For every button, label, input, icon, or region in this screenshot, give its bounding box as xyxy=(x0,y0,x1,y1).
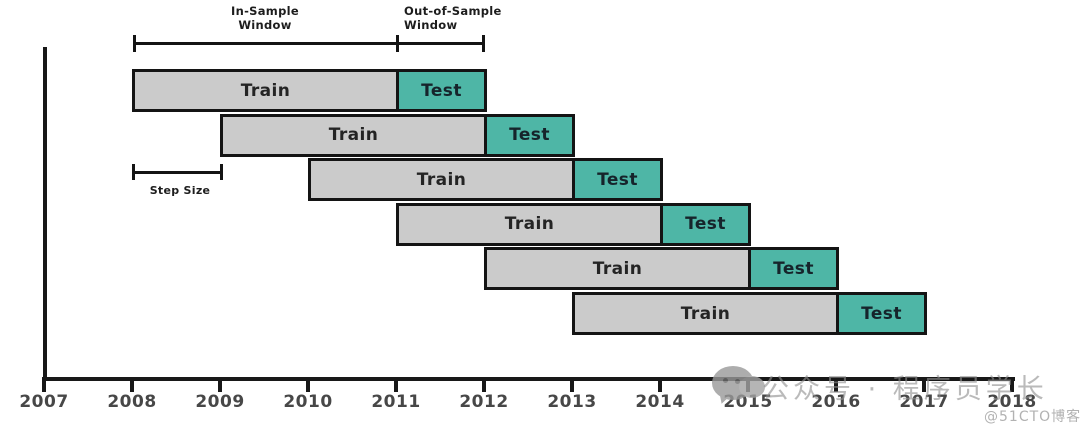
year-tick xyxy=(218,377,222,392)
year-label: 2014 xyxy=(635,392,685,412)
year-tick xyxy=(834,377,838,392)
train-bar-label: Train xyxy=(328,125,379,146)
year-tick xyxy=(306,377,310,392)
train-bar: Train xyxy=(308,158,575,202)
test-bar-label: Test xyxy=(685,214,726,235)
out-of-sample-label-line1: Out-of-Sample xyxy=(404,4,502,18)
year-label: 2012 xyxy=(459,392,509,412)
in-sample-window-label: In-Sample Window xyxy=(195,4,335,32)
bracket-tick-middle xyxy=(396,35,399,52)
test-bar: Test xyxy=(660,202,751,246)
year-label: 2013 xyxy=(547,392,597,412)
window-span-bracket xyxy=(133,42,485,45)
year-label: 2009 xyxy=(195,392,245,412)
in-sample-label-line2: Window xyxy=(238,18,292,32)
train-bar: Train xyxy=(484,247,751,291)
year-label: 2007 xyxy=(19,392,69,412)
year-tick xyxy=(570,377,574,392)
step-size-tick-left xyxy=(132,164,135,180)
year-label: 2017 xyxy=(899,392,949,412)
year-label: 2010 xyxy=(283,392,333,412)
test-bar-label: Test xyxy=(861,303,902,324)
year-tick xyxy=(922,377,926,392)
year-tick xyxy=(1010,377,1014,392)
out-of-sample-window-label: Out-of-Sample Window xyxy=(404,4,544,32)
year-label: 2011 xyxy=(371,392,421,412)
train-bar-label: Train xyxy=(592,258,643,279)
out-of-sample-label-line2: Window xyxy=(404,18,458,32)
train-bar: Train xyxy=(572,292,839,335)
bracket-tick-left xyxy=(133,35,136,52)
year-tick xyxy=(130,377,134,392)
test-bar-label: Test xyxy=(421,80,462,101)
wechat-bubble-eyes xyxy=(723,378,728,383)
step-size-tick-right xyxy=(220,164,223,180)
train-bar-label: Train xyxy=(504,214,555,235)
year-tick xyxy=(42,377,46,392)
y-axis-line xyxy=(43,47,47,381)
test-bar-label: Test xyxy=(509,125,550,146)
year-label: 2018 xyxy=(987,392,1037,412)
wechat-icon xyxy=(712,365,766,407)
test-bar: Test xyxy=(484,113,575,157)
site-credit-text: @51CTO博客 xyxy=(984,409,1080,425)
test-bar-label: Test xyxy=(597,169,638,190)
test-bar: Test xyxy=(748,247,839,291)
test-bar: Test xyxy=(572,158,663,202)
train-bar: Train xyxy=(396,202,663,246)
wechat-bubble-tail xyxy=(716,393,730,406)
year-tick xyxy=(658,377,662,392)
train-bar-label: Train xyxy=(680,303,731,324)
wechat-bubble-small xyxy=(739,376,765,398)
test-bar: Test xyxy=(396,69,487,112)
in-sample-label-line1: In-Sample xyxy=(231,4,299,18)
train-bar: Train xyxy=(132,69,399,112)
year-tick xyxy=(482,377,486,392)
x-axis-line xyxy=(42,377,1015,381)
bracket-tick-right xyxy=(482,35,485,52)
train-bar: Train xyxy=(220,113,487,157)
year-label: 2016 xyxy=(811,392,861,412)
test-bar: Test xyxy=(836,292,927,335)
test-bar-label: Test xyxy=(773,258,814,279)
watermark-brand-text: 公众号 · 程序员学长 xyxy=(762,374,1048,405)
step-size-label: Step Size xyxy=(149,184,211,197)
train-bar-label: Train xyxy=(416,169,467,190)
year-tick xyxy=(394,377,398,392)
train-bar-label: Train xyxy=(240,80,291,101)
step-size-bracket xyxy=(133,171,223,174)
year-label: 2008 xyxy=(107,392,157,412)
